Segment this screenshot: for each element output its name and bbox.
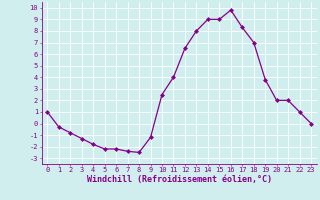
X-axis label: Windchill (Refroidissement éolien,°C): Windchill (Refroidissement éolien,°C) [87, 175, 272, 184]
